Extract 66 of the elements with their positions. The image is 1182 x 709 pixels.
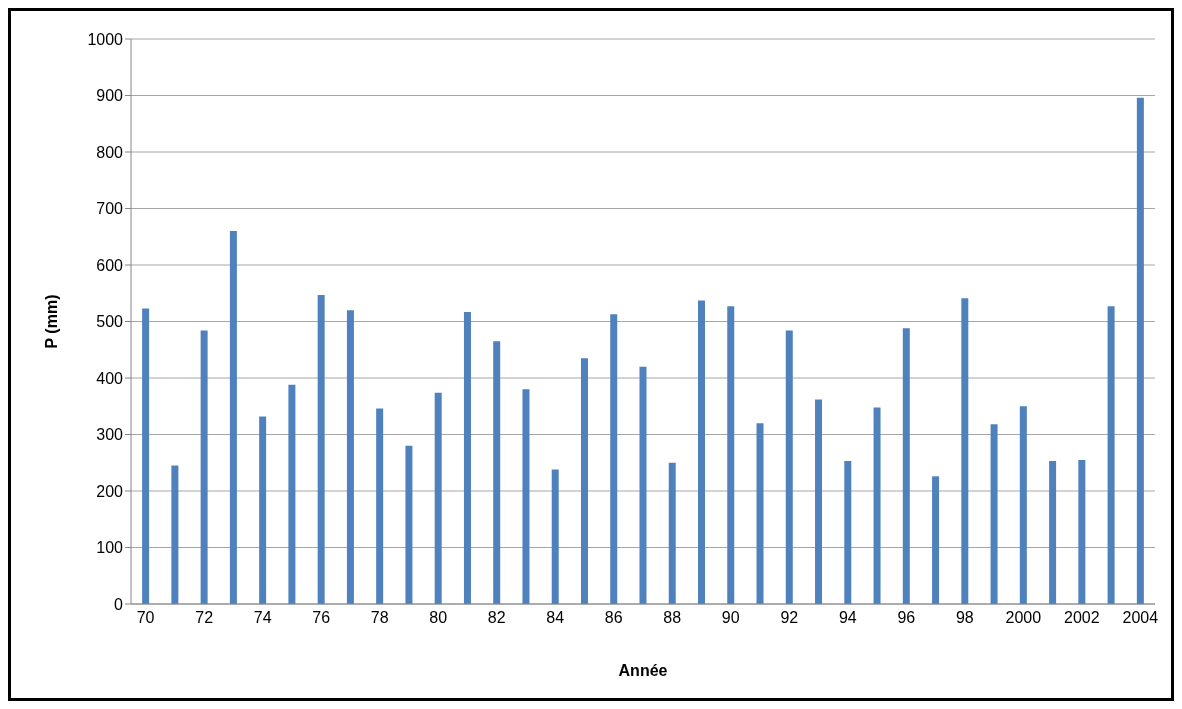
bar [229, 231, 237, 604]
bar [1078, 459, 1086, 604]
x-tick-label: 2002 [1064, 609, 1100, 627]
bar [932, 476, 940, 604]
x-tick-label: 94 [838, 609, 857, 627]
y-axis-title: P (mm) [42, 294, 60, 349]
bar [1136, 97, 1144, 604]
y-tick-label: 800 [96, 143, 124, 161]
bar [580, 358, 588, 604]
bar [171, 465, 179, 604]
bar [844, 461, 852, 604]
bar [727, 306, 735, 604]
bar [317, 294, 325, 604]
bar [346, 310, 354, 604]
x-tick-label: 82 [487, 609, 506, 627]
bar [434, 392, 442, 604]
x-tick-label: 76 [312, 609, 331, 627]
bar [493, 341, 501, 604]
bar [961, 298, 969, 604]
bar [1049, 461, 1057, 604]
y-tick-label: 1000 [87, 30, 124, 48]
bar [551, 469, 559, 604]
bar [200, 330, 208, 604]
bar [142, 308, 150, 604]
x-tick-label: 98 [955, 609, 974, 627]
y-tick-label: 500 [96, 313, 124, 331]
bar [668, 462, 676, 604]
bar [610, 314, 618, 604]
bar [259, 416, 267, 604]
bar [1019, 406, 1027, 604]
bar [902, 328, 910, 604]
bar [463, 311, 471, 604]
bar [1107, 306, 1115, 604]
x-tick-label: 72 [195, 609, 214, 627]
x-axis-title: Année [618, 662, 668, 679]
x-tick-label: 2004 [1122, 609, 1159, 627]
y-tick-label: 400 [96, 369, 124, 387]
y-tick-label: 700 [96, 200, 124, 218]
bar [522, 389, 530, 604]
x-tick-label: 96 [897, 609, 916, 627]
x-tick-label: 74 [253, 609, 272, 627]
x-tick-label: 80 [429, 609, 448, 627]
y-tick-label: 300 [96, 426, 124, 444]
y-tick-label: 200 [96, 482, 124, 500]
bar [873, 407, 881, 604]
x-tick-label: 84 [546, 609, 565, 627]
x-tick-label: 90 [721, 609, 740, 627]
bar [785, 330, 793, 604]
x-tick-label: 78 [370, 609, 389, 627]
bar [288, 384, 296, 604]
y-tick-label: 100 [96, 539, 124, 557]
bar [639, 366, 647, 604]
bar [405, 445, 413, 604]
x-tick-label: 92 [780, 609, 799, 627]
y-tick-label: 600 [96, 256, 124, 274]
x-tick-label: 88 [663, 609, 682, 627]
bar [990, 424, 998, 604]
bar [698, 300, 705, 604]
y-tick-label: 900 [96, 87, 124, 105]
x-tick-label: 86 [604, 609, 623, 627]
x-tick-label: 70 [136, 609, 155, 627]
bar [815, 399, 823, 604]
bar [756, 423, 764, 604]
bar [376, 408, 384, 604]
y-tick-label: 0 [114, 595, 124, 613]
x-tick-label: 2000 [1005, 609, 1042, 627]
